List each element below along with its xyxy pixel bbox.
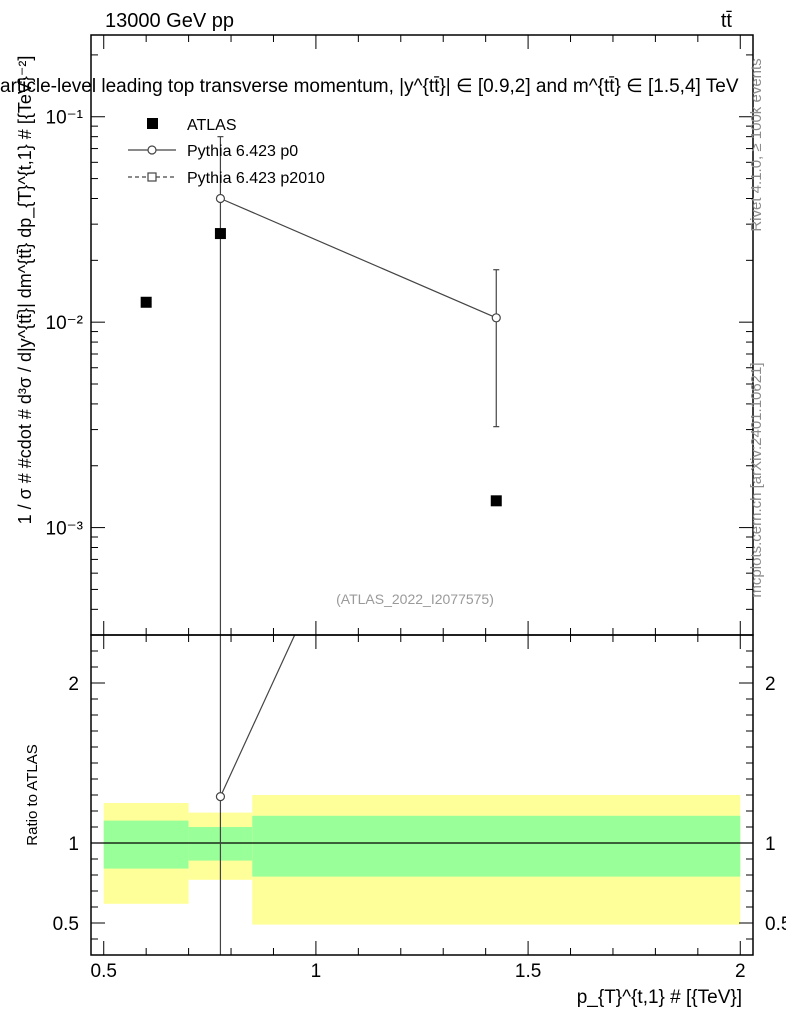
xtick-label: 1 xyxy=(311,961,322,982)
xtick-label: 2 xyxy=(735,961,746,982)
legend: ATLAS Pythia 6.423 p0 Pythia 6.423 p2010 xyxy=(128,117,325,187)
xaxis-label: p_{T}^{t,1} # [{TeV}] xyxy=(577,987,742,1008)
legend-label-atlas: ATLAS xyxy=(187,117,237,134)
ratio-uncertainty-bands xyxy=(103,795,741,925)
ratio-line-p0 xyxy=(219,634,296,797)
marker-atlas-1 xyxy=(214,228,226,240)
legend-label-p0: Pythia 6.423 p0 xyxy=(187,143,298,160)
legend-marker-p0 xyxy=(147,145,157,155)
legend-marker-p2010 xyxy=(147,172,157,182)
band-inner-0 xyxy=(103,820,189,869)
ytick-label-main: 10⁻¹ xyxy=(46,108,84,129)
band-inner-2 xyxy=(252,815,741,877)
rivet-label: Rivet 4.1.0, ≥ 100k events xyxy=(748,58,765,231)
xtick-label: 1.5 xyxy=(515,961,541,982)
main-ylabel: 1 / σ # #cdot # d³σ / d|y^{tt̄}| dm^{tt̄… xyxy=(15,56,36,525)
ytick-label-ratio-left: 0.5 xyxy=(53,914,79,935)
ratio-lines xyxy=(91,634,753,955)
ytick-label-ratio-right: 2 xyxy=(765,674,776,695)
analysis-watermark: (ATLAS_2022_I2077575) xyxy=(336,591,494,607)
legend-marker-atlas xyxy=(147,118,158,129)
ytick-label-ratio-right: 0.5 xyxy=(765,914,786,935)
marker-atlas-0 xyxy=(140,296,152,308)
mcplots-label: mcplots.cern.ch [arXiv:2401.10621] xyxy=(748,362,765,597)
plot-title: article-level leading top transverse mom… xyxy=(0,76,739,97)
main-plot-content xyxy=(140,136,502,635)
ytick-label-ratio-right: 1 xyxy=(765,834,776,855)
line-p0 xyxy=(220,197,497,319)
marker-p0-0 xyxy=(215,193,226,204)
ytick-label-main: 10⁻² xyxy=(46,313,84,334)
header-left-label: 13000 GeV pp xyxy=(105,10,234,32)
legend-label-p2010: Pythia 6.423 p2010 xyxy=(187,170,325,187)
ytick-label-ratio-left: 2 xyxy=(68,674,79,695)
ytick-label-main: 10⁻³ xyxy=(46,519,84,540)
ratio-marker-p0 xyxy=(215,791,226,802)
marker-atlas-2 xyxy=(490,495,502,507)
axis-ticks xyxy=(91,35,753,956)
marker-p0-1 xyxy=(491,313,501,323)
header-right-label: tt̄ xyxy=(721,10,733,32)
xtick-label: 0.5 xyxy=(91,961,117,982)
ratio-ylabel: Ratio to ATLAS xyxy=(24,744,41,845)
ytick-label-ratio-left: 1 xyxy=(68,834,79,855)
tick-labels: 0.5 1 1.5 2 10⁻³ 10⁻² 10⁻¹ 0.5 0.5 1 1 2 2 xyxy=(46,108,786,982)
